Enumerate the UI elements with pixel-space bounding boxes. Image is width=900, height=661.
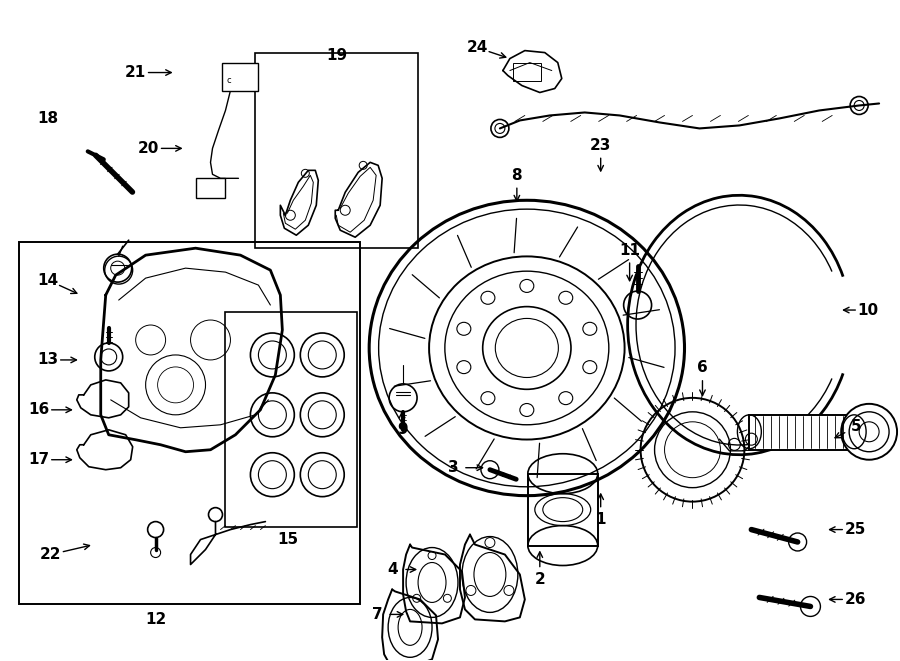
Text: 5: 5 — [850, 419, 861, 434]
Text: 24: 24 — [466, 40, 488, 55]
Text: 12: 12 — [145, 612, 166, 627]
Text: 20: 20 — [138, 141, 159, 156]
Text: c: c — [227, 75, 231, 85]
Text: 11: 11 — [619, 243, 640, 258]
Bar — [256, 53, 418, 248]
Text: 16: 16 — [28, 403, 50, 417]
Bar — [195, 178, 226, 198]
Text: 19: 19 — [327, 48, 347, 63]
Text: 17: 17 — [28, 452, 50, 467]
Text: 13: 13 — [37, 352, 58, 368]
Bar — [222, 63, 258, 91]
Text: 8: 8 — [511, 168, 522, 183]
Text: 22: 22 — [40, 547, 61, 562]
Text: 1: 1 — [596, 512, 606, 527]
Bar — [750, 415, 854, 449]
Text: 21: 21 — [125, 65, 147, 80]
Text: 4: 4 — [388, 562, 399, 577]
Text: 14: 14 — [37, 272, 58, 288]
Text: 6: 6 — [698, 360, 707, 375]
Bar — [527, 474, 598, 545]
Bar — [19, 242, 360, 604]
Text: 26: 26 — [844, 592, 866, 607]
Text: 10: 10 — [858, 303, 878, 317]
Bar — [226, 312, 357, 527]
Text: 7: 7 — [372, 607, 382, 622]
Circle shape — [842, 404, 897, 460]
Text: 23: 23 — [590, 138, 611, 153]
Bar — [513, 63, 541, 81]
Text: 18: 18 — [37, 111, 58, 126]
Text: 9: 9 — [397, 422, 408, 438]
Text: 25: 25 — [844, 522, 866, 537]
Text: 15: 15 — [278, 532, 299, 547]
Text: 2: 2 — [535, 572, 545, 587]
Text: 3: 3 — [447, 460, 458, 475]
